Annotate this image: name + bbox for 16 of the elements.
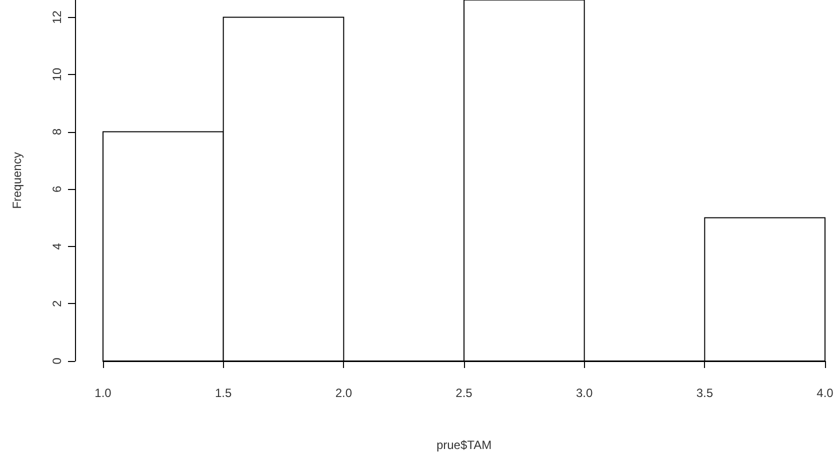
x-axis-title: prue$TAM bbox=[436, 438, 492, 452]
y-tick-label: 4 bbox=[50, 242, 64, 250]
y-tick-label: 2 bbox=[50, 300, 64, 308]
y-tick-label: 12 bbox=[50, 10, 64, 24]
x-tick-label: 3.0 bbox=[576, 386, 593, 400]
y-tick-label: 6 bbox=[50, 185, 64, 192]
x-tick-label: 4.0 bbox=[816, 386, 834, 400]
y-axis-title: Frequency bbox=[10, 152, 24, 209]
x-tick-label: 3.5 bbox=[696, 386, 714, 400]
x-tick-label: 1.5 bbox=[214, 386, 232, 400]
x-tick-label: 1.0 bbox=[94, 386, 112, 400]
x-tick-label: 2.0 bbox=[335, 386, 352, 400]
x-tick-label: 2.5 bbox=[456, 386, 473, 400]
y-tick-label: 8 bbox=[50, 128, 64, 136]
y-tick-label: 0 bbox=[50, 357, 64, 364]
y-tick-label: 10 bbox=[50, 68, 64, 82]
